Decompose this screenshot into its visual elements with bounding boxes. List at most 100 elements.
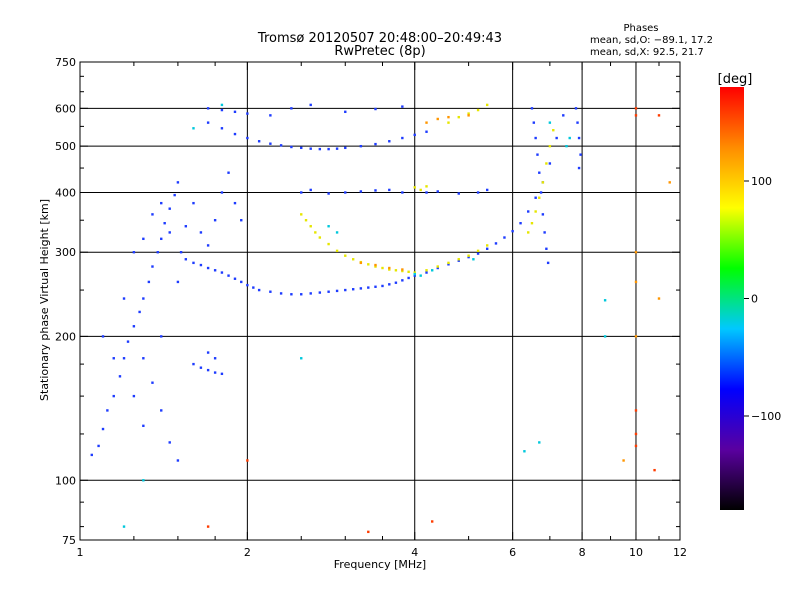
data-point — [541, 213, 545, 216]
data-point — [344, 191, 347, 194]
data-point — [179, 251, 183, 254]
data-point — [359, 190, 363, 193]
data-point — [257, 288, 261, 292]
y-tick-label: 500 — [55, 140, 76, 153]
x-tick-label: 1 — [77, 546, 84, 559]
data-point — [413, 272, 416, 276]
data-point — [220, 103, 224, 107]
colorbar — [720, 87, 744, 510]
chart-subtitle: RwPretec (8p) — [334, 44, 425, 59]
data-point — [523, 450, 526, 453]
data-point — [206, 266, 210, 270]
data-point — [374, 107, 377, 111]
data-point — [122, 357, 126, 360]
x-tick-label: 4 — [411, 546, 418, 559]
data-point — [401, 191, 404, 194]
data-point — [577, 166, 581, 170]
data-point — [344, 146, 347, 150]
x-tick-label: 8 — [579, 546, 586, 559]
data-point — [545, 247, 548, 250]
phases-line-x: mean, sd,X: 92.5, 21.7 — [590, 47, 704, 58]
data-point — [401, 279, 404, 282]
data-point — [476, 252, 480, 255]
x-axis-label: Frequency [MHz] — [334, 558, 426, 571]
data-point — [534, 210, 537, 213]
y-tick-label: 300 — [55, 246, 76, 259]
data-point — [634, 409, 638, 412]
data-point — [318, 236, 322, 239]
data-point — [401, 105, 404, 108]
data-point — [425, 191, 428, 194]
data-point — [220, 108, 224, 112]
data-point — [394, 269, 398, 272]
data-point — [668, 181, 671, 184]
data-point — [122, 525, 126, 528]
data-point — [367, 286, 370, 289]
data-point — [657, 114, 661, 117]
data-point — [536, 153, 539, 156]
data-point — [233, 110, 237, 114]
data-point — [548, 162, 552, 165]
data-point — [97, 444, 100, 448]
data-point — [173, 193, 176, 197]
data-point — [147, 280, 151, 284]
data-point — [401, 268, 404, 271]
data-point — [300, 357, 303, 360]
data-point — [90, 453, 93, 457]
data-point — [579, 153, 582, 156]
data-point — [206, 107, 210, 110]
data-point — [344, 254, 347, 257]
data-point — [213, 357, 217, 360]
data-point — [436, 190, 439, 193]
data-point — [457, 258, 460, 261]
data-point — [546, 261, 550, 265]
data-point — [565, 144, 568, 148]
data-point — [425, 271, 428, 274]
data-point — [327, 147, 330, 151]
data-point — [388, 268, 391, 271]
data-point — [476, 191, 480, 194]
data-point — [344, 288, 347, 292]
data-point — [101, 427, 105, 431]
data-point — [545, 162, 548, 165]
phases-heading: Phases — [623, 23, 658, 34]
data-point — [388, 140, 391, 143]
data-point — [374, 189, 377, 192]
data-point — [246, 136, 249, 140]
data-point — [132, 251, 136, 254]
data-point — [233, 277, 237, 280]
data-point — [467, 254, 470, 257]
data-point — [519, 222, 522, 225]
data-point — [603, 299, 607, 302]
data-point — [309, 292, 312, 295]
data-point — [457, 259, 460, 262]
data-point — [419, 274, 422, 277]
data-point — [142, 479, 145, 482]
data-point — [436, 266, 439, 270]
data-point — [192, 261, 195, 265]
colorbar-label: [deg] — [718, 72, 753, 87]
data-point — [457, 115, 460, 119]
data-point — [309, 188, 312, 192]
data-point — [467, 112, 470, 115]
data-point — [430, 269, 434, 272]
data-point — [388, 266, 391, 270]
data-point — [538, 196, 541, 199]
data-point — [206, 525, 210, 528]
data-point — [327, 242, 330, 246]
data-point — [335, 231, 339, 234]
data-point — [199, 231, 203, 234]
data-point — [344, 110, 347, 114]
data-point — [184, 258, 188, 261]
data-point — [425, 121, 428, 124]
data-point — [309, 147, 312, 150]
data-point — [374, 285, 377, 288]
data-point — [160, 409, 163, 412]
data-point — [300, 293, 303, 296]
data-point — [603, 335, 607, 338]
data-point — [527, 231, 530, 234]
data-point — [381, 266, 384, 270]
data-point — [359, 287, 363, 290]
data-point — [335, 249, 339, 253]
y-axis-label: Stationary phase Virtual Height [km] — [38, 199, 51, 401]
